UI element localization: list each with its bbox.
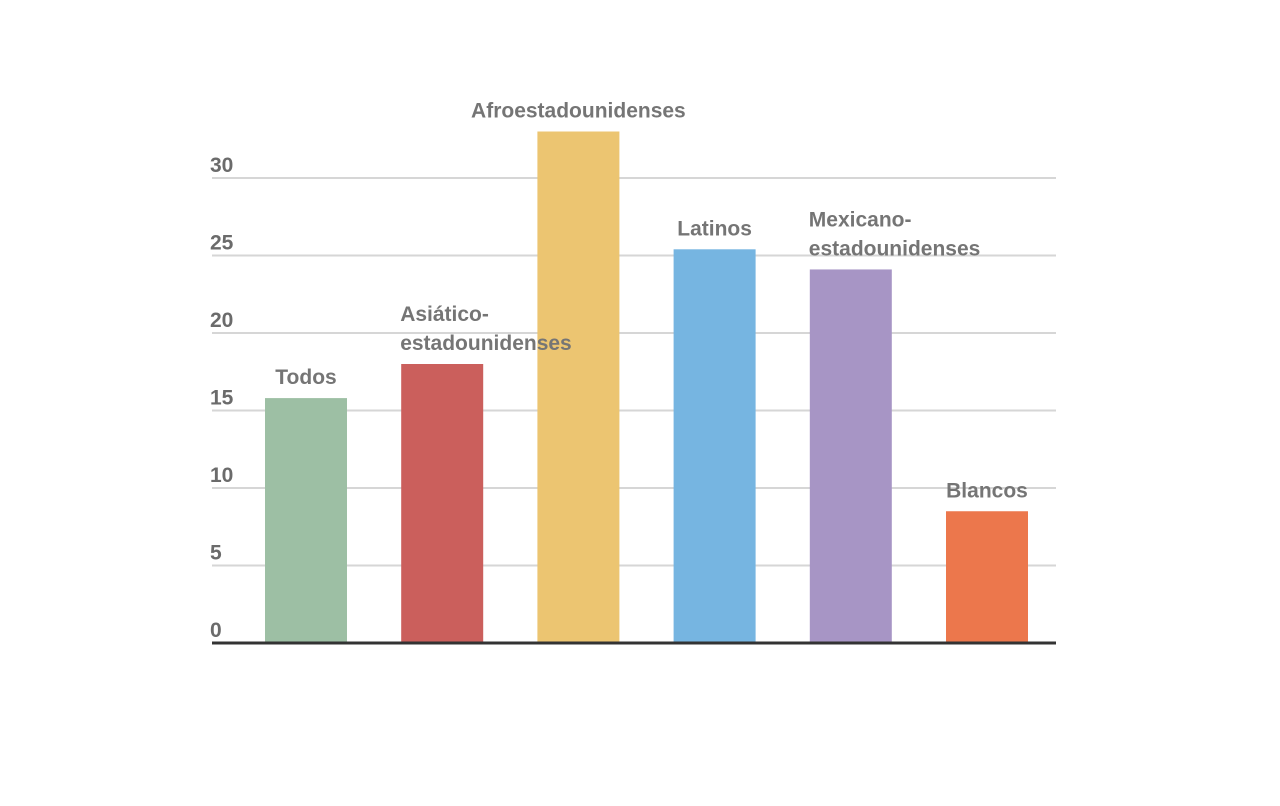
bar-label-4-line-1: estadounidenses [809, 237, 981, 260]
bars [265, 131, 1028, 644]
y-tick-label-20: 20 [210, 309, 233, 332]
bar-label-0: Todos [275, 366, 336, 389]
bar-label-5: Blancos [946, 479, 1028, 502]
bar-1 [401, 364, 484, 643]
y-tick-label-10: 10 [210, 464, 233, 487]
bar-5 [946, 511, 1028, 643]
bar-label-1-line-0: Asiático- [400, 303, 489, 326]
y-tick-label-30: 30 [210, 154, 233, 177]
bar-labels: Todos Asiático-estadounidenses Afroestadou… [275, 100, 1028, 503]
bar-3 [673, 249, 756, 644]
y-axis-ticks: 0 5 10 15 20 25 30 [210, 154, 234, 642]
gridlines [212, 177, 1056, 567]
bar-label-2: Afroestadounidenses [471, 100, 686, 123]
bar-0 [265, 398, 347, 643]
bar-4 [809, 269, 892, 643]
y-tick-label-15: 15 [210, 387, 234, 410]
bar-label-4-line-0: Mexicano- [809, 208, 912, 231]
y-tick-label-0: 0 [210, 619, 222, 642]
y-tick-label-25: 25 [210, 232, 234, 255]
bar-label-3: Latinos [677, 217, 752, 240]
bar-2 [537, 131, 620, 643]
bar-label-1-line-1: estadounidenses [400, 332, 572, 355]
y-tick-label-5: 5 [210, 542, 222, 565]
